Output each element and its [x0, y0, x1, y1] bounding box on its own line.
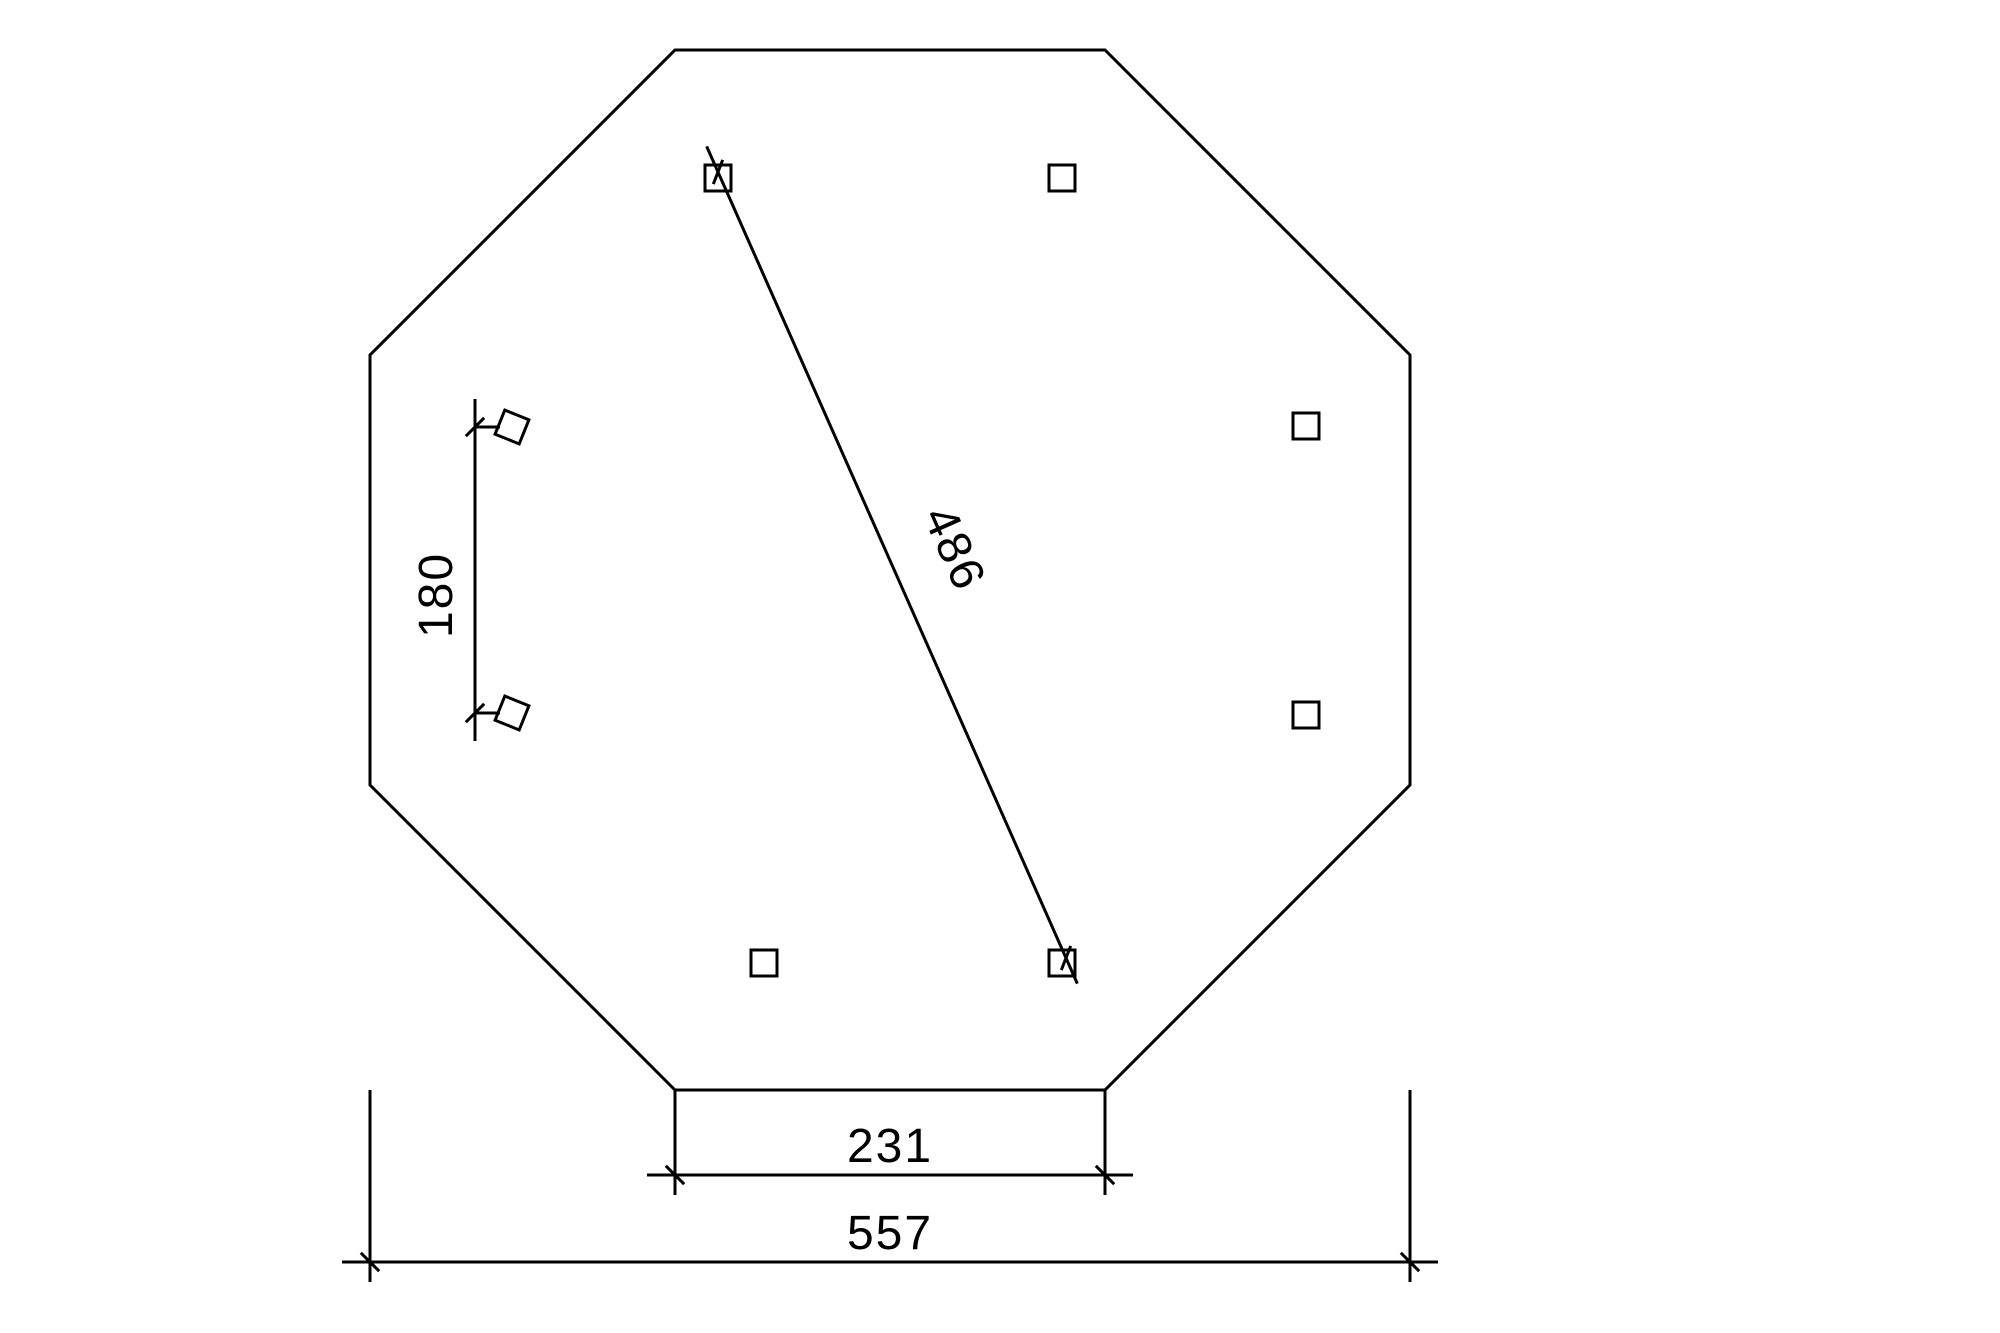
technical-drawing: 180 486 231 557	[0, 0, 2000, 1333]
post-marker-3	[1293, 702, 1319, 728]
post-marker-1	[1049, 165, 1075, 191]
post-marker-2	[1293, 413, 1319, 439]
post-marker-5	[751, 950, 777, 976]
dim-486-label: 486	[913, 499, 996, 599]
dim-180-label: 180	[410, 552, 463, 638]
dim-231-label: 231	[847, 1120, 933, 1173]
dim-486-line	[707, 146, 1078, 983]
post-marker-6	[495, 696, 529, 730]
octagon-outline	[370, 50, 1410, 1090]
dim-557-label: 557	[847, 1207, 933, 1260]
post-marker-7	[495, 410, 529, 444]
